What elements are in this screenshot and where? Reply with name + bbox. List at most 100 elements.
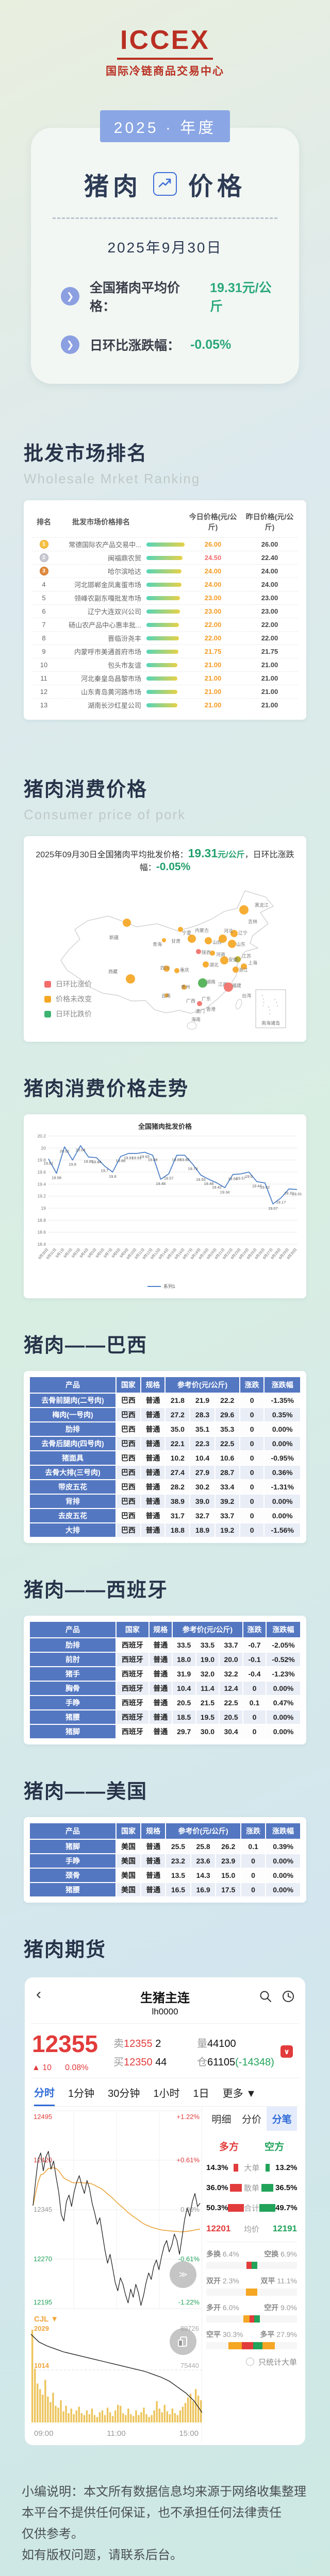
detail-tab-分笔[interactable]: 分笔 <box>267 2106 298 2131</box>
svg-text:20.2: 20.2 <box>37 1133 46 1139</box>
svg-text:19.6: 19.6 <box>109 1174 117 1179</box>
usa-table: 产品 国家 规格 参考价(元/公斤) 涨跌 涨跌幅 猪脚 美国 普通 25.5 25.8 26.2 0.… <box>29 1822 301 1897</box>
value-cell: 12.4 <box>219 1681 243 1696</box>
svg-text:19.34: 19.34 <box>220 1190 230 1194</box>
today-price: 23.00 <box>204 594 222 602</box>
brazil-title: 猪肉——巴西 <box>24 1335 148 1357</box>
today-price: 21.75 <box>204 648 222 655</box>
flow-row-合计: 50.3% 合计 49.7% <box>206 2203 298 2213</box>
yesterday-price: 26.00 <box>261 540 278 548</box>
detail-tabs: 明细 分价 分笔 <box>206 2106 298 2131</box>
province-dot-陕西 <box>196 949 201 954</box>
rank-medal: 7 <box>42 621 46 629</box>
value-cell: 0 <box>239 1450 265 1466</box>
big-order-filter[interactable]: 只统计大单 <box>206 2357 297 2370</box>
value-cell: 普通 <box>148 1652 173 1667</box>
search-icon[interactable] <box>259 1990 272 2006</box>
value-cell: 10.2 <box>164 1450 191 1466</box>
futures-header: ‹ 生猪主连 lh0000 <box>31 1982 299 2024</box>
last-price: 12355 <box>32 2030 98 2057</box>
disclaimer-line: 小编说明：本文所有数据信息均来源于网络收集整理 <box>22 2484 306 2499</box>
volume-label: 量 <box>197 2038 207 2049</box>
expand-chevrons-button[interactable]: ≫ <box>170 2261 196 2288</box>
period-tab-1小时[interactable]: 1小时 <box>153 2088 180 2100</box>
back-icon[interactable]: ‹ <box>36 1986 41 2003</box>
svg-text:19.8: 19.8 <box>69 1162 76 1167</box>
value-cell: 21.9 <box>189 1393 216 1408</box>
map-headline-mid: ，日环比涨跌幅： <box>139 851 294 872</box>
svg-text:19.4: 19.4 <box>37 1181 46 1187</box>
value-cell: 23.2 <box>165 1853 191 1869</box>
detail-tab-分价[interactable]: 分价 <box>242 2114 262 2125</box>
ask-label: 卖 <box>113 2038 124 2049</box>
period-tab-1日[interactable]: 1日 <box>193 2088 209 2100</box>
stat-group-空平: 空平 30.3% 多平 27.9% <box>206 2329 297 2349</box>
device-switch-button[interactable] <box>170 2328 196 2355</box>
radio-icon[interactable] <box>245 2358 254 2366</box>
value-cell: -0.7 <box>242 1637 267 1653</box>
rank-medal: 12 <box>40 688 48 696</box>
period-tab-1分钟[interactable]: 1分钟 <box>68 2088 95 2100</box>
detail-tab-明细[interactable]: 明细 <box>211 2114 232 2125</box>
value-cell: 22.5 <box>219 1695 243 1710</box>
svg-text:19.91: 19.91 <box>124 1156 134 1160</box>
change-value: ▲ 10 <box>32 2063 52 2072</box>
long-avg-price: 12201 <box>206 2224 231 2234</box>
price-bar <box>146 636 185 640</box>
yesterday-price: 21.00 <box>261 688 278 696</box>
last-price-block: 12355 ▲ 10 0.08% <box>32 2031 113 2073</box>
market-name: 河北秦皇岛昌黎市场 <box>80 675 141 683</box>
value-cell: 10.6 <box>214 1450 240 1466</box>
price-bar <box>146 703 185 707</box>
value-cell: 13.5 <box>165 1868 191 1883</box>
value-cell: 0 <box>239 1465 265 1480</box>
value-cell: 0.00% <box>266 1681 301 1696</box>
market-name: 内蒙呼市美通首府市场 <box>74 648 141 656</box>
history-clock-icon[interactable] <box>282 1990 295 2006</box>
value-cell: 18.5 <box>171 1709 196 1725</box>
consumer-price-title: 猪肉消费价格 <box>24 779 148 801</box>
product-cell: 梅肉(一号肉) <box>29 1407 117 1422</box>
section-consumer-price: 猪肉消费价格 Consumer price of pork <box>0 773 330 823</box>
ranking-row: 9 内蒙呼市美通首府市场 21.75 21.75 <box>32 645 298 658</box>
value-cell: 10.4 <box>189 1450 216 1466</box>
table-col-header: 产品 <box>29 1822 117 1840</box>
usa-table-panel: 产品 国家 规格 参考价(元/公斤) 涨跌 涨跌幅 猪脚 美国 普通 25.5 25.8 26.2 0.… <box>24 1817 306 1903</box>
period-tab-分时[interactable]: 分时 <box>34 2084 55 2106</box>
section-ranking: 批发市场排名 Wholesale Mrket Ranking <box>0 437 330 487</box>
value-cell: -1.56% <box>263 1522 301 1538</box>
svg-text:南海诸岛: 南海诸岛 <box>261 1020 280 1026</box>
day-change-value: -0.05% <box>190 337 232 352</box>
stat-group-多开: 多开 6.0% 空开 9.0% <box>206 2302 297 2323</box>
svg-text:19.44: 19.44 <box>252 1184 262 1189</box>
price-bar <box>146 663 185 667</box>
volume-indicator-dropdown[interactable]: CJL ▼ <box>34 2314 59 2324</box>
product-cell: 肋排 <box>29 1637 117 1653</box>
province-label: 安徽 <box>228 957 238 962</box>
value-cell: 32.7 <box>189 1508 216 1523</box>
map-legend: 日环比涨价 价格未改变 日环比跌价 <box>44 974 92 1019</box>
province-dot-河北 <box>219 935 227 943</box>
period-tab-更多 ▼[interactable]: 更多 ▼ <box>222 2088 256 2100</box>
ask-price: 12355 <box>124 2038 153 2049</box>
value-cell: 35.0 <box>164 1421 191 1437</box>
value-cell: 31.7 <box>164 1508 191 1523</box>
value-cell: 美国 <box>115 1853 142 1869</box>
market-name: 包头市友谊 <box>107 662 141 669</box>
province-label: 江苏 <box>242 953 251 959</box>
day-change-row: ❯ 日环比涨跌幅： -0.05% <box>61 335 280 354</box>
value-cell: 0.00% <box>263 1421 301 1437</box>
legend-swatch <box>44 995 51 1003</box>
time-axis: 09:00 11:00 15:00 <box>31 2427 202 2442</box>
value-cell: 18.0 <box>171 1652 196 1667</box>
rank-medal: 1 <box>32 540 56 549</box>
province-dot-四川 <box>163 965 170 972</box>
value-cell: 15.0 <box>215 1868 242 1883</box>
flow-row-大单: 14.3% 大单 13.2% <box>206 2163 298 2173</box>
svg-text:18.6: 18.6 <box>37 1230 46 1235</box>
period-tab-30分钟[interactable]: 30分钟 <box>108 2088 140 2100</box>
long-side-label: 多方 <box>219 2141 239 2153</box>
province-dot-上海 <box>241 963 247 970</box>
value-cell: 29.6 <box>214 1407 240 1422</box>
red-envelope-icon[interactable]: ∨ <box>280 2045 293 2058</box>
